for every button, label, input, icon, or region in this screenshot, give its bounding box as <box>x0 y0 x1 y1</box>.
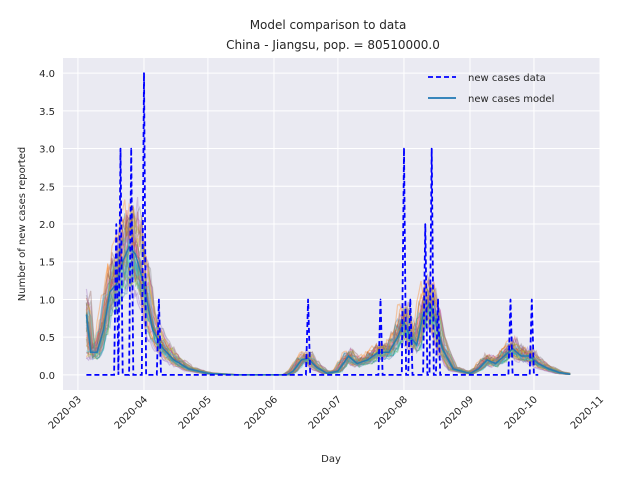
data-point <box>409 298 412 301</box>
chart-title: Model comparison to data <box>250 18 407 32</box>
y-axis-label: Number of new cases reported <box>17 147 28 301</box>
model-ensemble-line <box>85 206 571 376</box>
model-ensemble-line <box>85 213 571 376</box>
chart-subtitle: China - Jiangsu, pop. = 80510000.0 <box>226 38 440 52</box>
model-ensemble-line <box>85 205 571 376</box>
legend: new cases data new cases model <box>428 73 554 105</box>
model-ensemble-line <box>86 236 571 376</box>
legend-data-label: new cases data <box>468 73 546 84</box>
y-tick-label: 3.5 <box>39 107 55 118</box>
x-axis-label: Day <box>321 454 341 465</box>
data-line <box>86 72 539 376</box>
grid-lines <box>63 58 601 390</box>
data-point <box>119 147 122 150</box>
data-point <box>509 298 512 301</box>
y-tick-label: 4.0 <box>39 69 55 80</box>
y-tick-labels: 0.0 0.5 1.0 1.5 2.0 2.5 3.0 3.5 4.0 <box>39 69 55 382</box>
y-tick-label: 1.0 <box>39 295 55 306</box>
data-point <box>531 298 533 301</box>
model-ensemble-line <box>85 218 571 376</box>
model-ensemble-line <box>86 253 571 376</box>
model-mean-line <box>85 245 571 376</box>
y-tick-label: 2.5 <box>39 182 55 193</box>
data-point <box>307 298 309 301</box>
model-ensemble-line <box>85 217 571 376</box>
data-point <box>158 298 160 301</box>
data-point <box>143 72 145 74</box>
y-tick-label: 2.0 <box>39 220 55 231</box>
y-tick-label: 3.0 <box>39 145 55 156</box>
data-point <box>379 298 382 301</box>
data-series-line <box>86 73 539 376</box>
data-point <box>115 223 118 225</box>
model-mean-line-path <box>85 245 571 376</box>
data-point <box>130 147 132 150</box>
y-tick-label: 0.5 <box>39 333 55 344</box>
y-tick-label: 0.0 <box>39 371 55 382</box>
data-point <box>403 147 405 150</box>
data-point <box>424 223 427 225</box>
model-ensemble-line <box>85 196 571 376</box>
y-tick-label: 1.5 <box>39 258 55 269</box>
data-point <box>430 147 433 150</box>
model-ensemble-line <box>85 246 571 376</box>
data-point <box>437 298 439 301</box>
legend-model-label: new cases model <box>468 94 554 105</box>
